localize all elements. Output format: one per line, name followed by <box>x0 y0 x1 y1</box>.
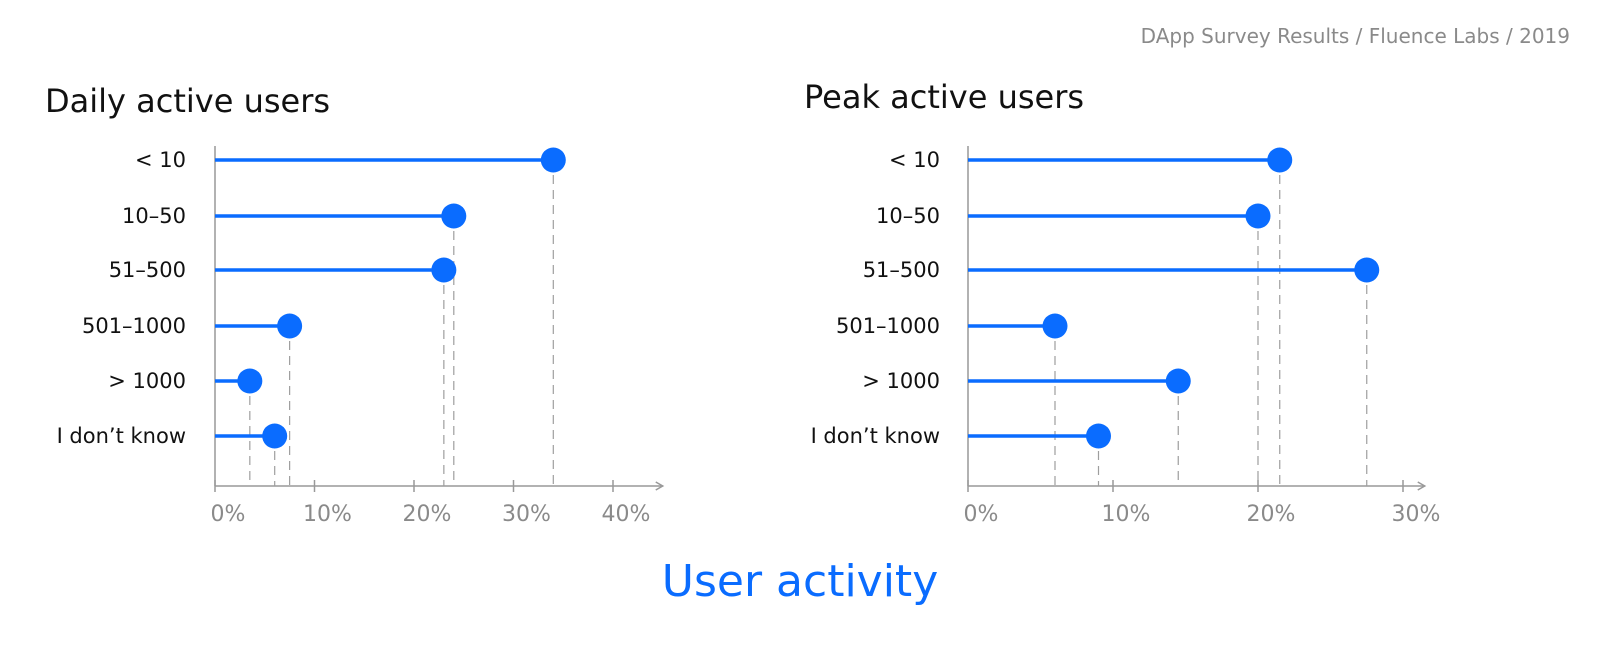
x-tick-label: 20% <box>403 502 452 527</box>
x-axis-arrow <box>655 481 665 491</box>
x-tick-label: 0% <box>211 502 246 527</box>
lollipop-dot <box>1354 257 1380 283</box>
lollipop-dot <box>1086 423 1111 449</box>
lollipop-dot <box>1267 147 1293 173</box>
x-tick-label: 10% <box>1102 502 1151 527</box>
category-label: > 1000 <box>862 369 940 393</box>
lollipop-dot <box>237 368 263 394</box>
category-label: < 10 <box>135 148 186 172</box>
category-label: I don’t know <box>57 424 186 448</box>
x-tick-label: 20% <box>1247 502 1296 527</box>
peak-chart: Peak active users 0% 10% 20% 30% < 10 10–50 51–… <box>804 78 1440 527</box>
daily-chart: Daily active users 0% 10% 20% 30% 40% < 10 10–5… <box>45 82 665 527</box>
x-tick-label: 10% <box>303 502 352 527</box>
x-axis-arrow <box>1417 481 1427 491</box>
category-label: 51–500 <box>863 258 940 282</box>
x-tick-label: 30% <box>502 502 551 527</box>
survey-credit: DApp Survey Results / Fluence Labs / 201… <box>1140 24 1570 48</box>
category-label: 501–1000 <box>82 314 186 338</box>
lollipop-dot <box>540 147 566 173</box>
category-label: < 10 <box>889 148 940 172</box>
category-label: 10–50 <box>122 204 186 228</box>
category-label: 10–50 <box>876 204 940 228</box>
lollipop-dot <box>262 423 288 449</box>
lollipop-dot <box>1245 203 1271 229</box>
x-tick-label: 40% <box>602 502 651 527</box>
lollipop-dot <box>1042 313 1068 339</box>
lollipop-dot <box>431 257 457 283</box>
category-label: 501–1000 <box>836 314 940 338</box>
lollipop-dot <box>277 313 303 339</box>
lollipop-dot <box>1165 368 1191 394</box>
x-tick-label: 30% <box>1392 502 1441 527</box>
lollipop-dot <box>441 203 467 229</box>
x-tick-label: 0% <box>964 502 999 527</box>
chart-title: Peak active users <box>804 78 1084 116</box>
chart-title: Daily active users <box>45 82 330 120</box>
figure-title: User activity <box>661 556 939 607</box>
category-label: I don’t know <box>811 424 940 448</box>
category-label: 51–500 <box>109 258 186 282</box>
category-label: > 1000 <box>108 369 186 393</box>
